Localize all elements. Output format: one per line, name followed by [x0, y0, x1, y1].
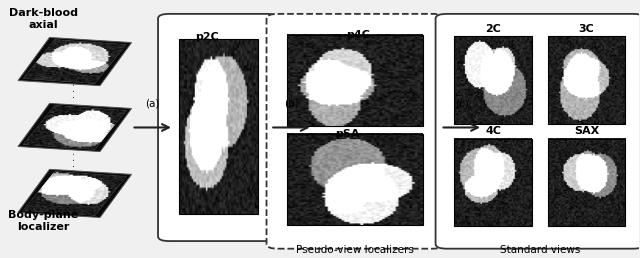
Polygon shape: [18, 37, 132, 86]
Text: (c): (c): [455, 99, 468, 108]
FancyBboxPatch shape: [266, 14, 444, 249]
Text: (a): (a): [145, 99, 160, 108]
Polygon shape: [18, 169, 132, 217]
Text: Dark-blood
axial: Dark-blood axial: [9, 8, 77, 30]
Bar: [287, 35, 423, 126]
Bar: [454, 36, 532, 124]
Text: SAX: SAX: [574, 126, 599, 136]
Text: pSA: pSA: [335, 129, 360, 139]
Polygon shape: [23, 39, 127, 84]
Polygon shape: [23, 106, 127, 150]
Text: Pseudo-view localizers: Pseudo-view localizers: [296, 245, 414, 255]
Text: Body-plane
localizer: Body-plane localizer: [8, 211, 78, 232]
FancyBboxPatch shape: [436, 14, 640, 249]
Polygon shape: [18, 103, 132, 151]
Bar: [179, 39, 258, 214]
Bar: [548, 36, 625, 124]
Text: · · ·: · · ·: [70, 83, 80, 98]
Text: (b): (b): [284, 99, 299, 108]
FancyBboxPatch shape: [158, 14, 278, 241]
Text: p2C: p2C: [195, 33, 218, 42]
Text: 3C: 3C: [579, 24, 595, 34]
Text: 4C: 4C: [486, 126, 502, 136]
Text: p4C: p4C: [346, 30, 370, 40]
Text: 2C: 2C: [486, 24, 501, 34]
Text: Standard views: Standard views: [500, 245, 580, 255]
Bar: [454, 139, 532, 226]
Bar: [287, 134, 423, 225]
Polygon shape: [23, 171, 127, 215]
Text: · · ·: · · ·: [70, 151, 80, 167]
Bar: [548, 139, 625, 226]
